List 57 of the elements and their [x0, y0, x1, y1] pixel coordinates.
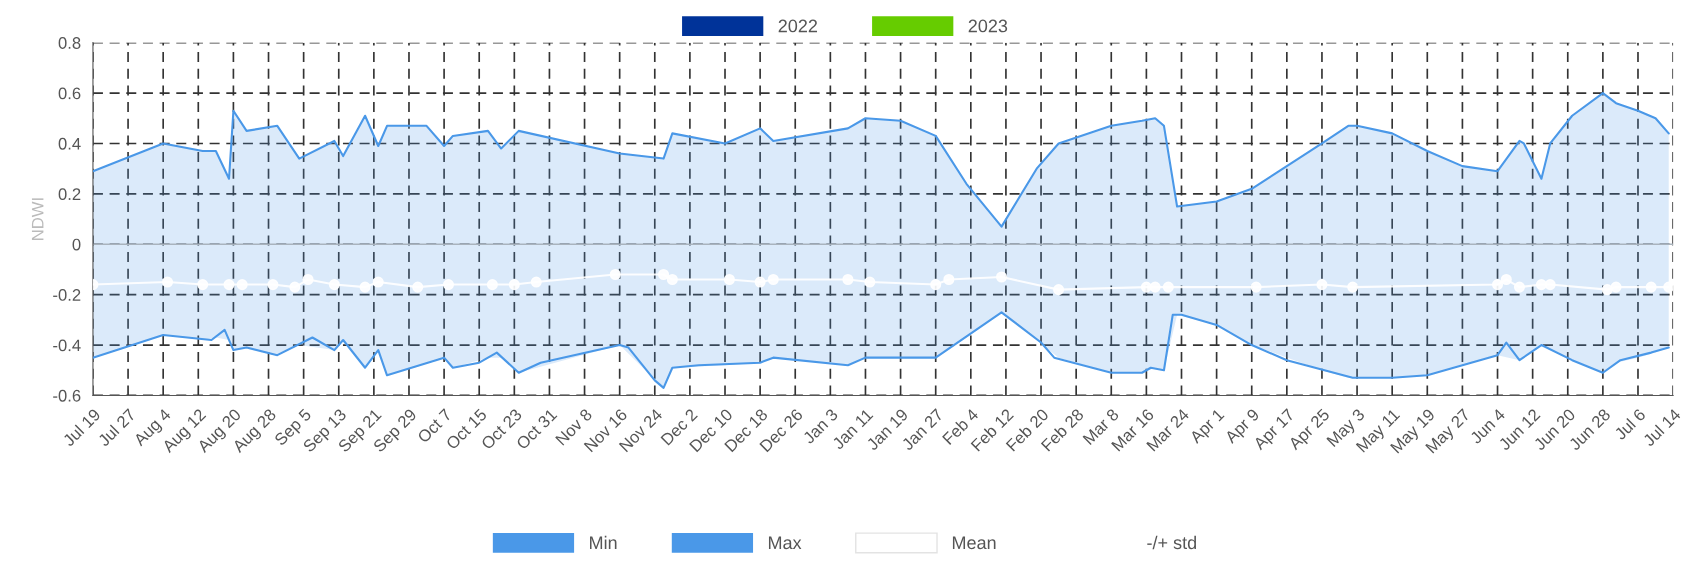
point	[412, 281, 424, 293]
point	[197, 279, 209, 291]
point	[328, 279, 340, 291]
point	[658, 268, 670, 281]
point	[530, 276, 542, 288]
y-tick-label: 0.6	[58, 87, 81, 100]
point	[1162, 281, 1174, 293]
point	[223, 279, 235, 291]
point	[1053, 284, 1065, 296]
point	[767, 273, 779, 286]
y-tick-label: 0.4	[58, 137, 81, 150]
legend-label: Max	[768, 536, 802, 550]
point	[995, 271, 1008, 283]
y-tick-label: 0	[72, 238, 81, 251]
point	[1663, 281, 1674, 293]
point	[486, 279, 498, 291]
point	[302, 273, 314, 286]
point	[754, 276, 766, 288]
point	[1347, 281, 1359, 293]
point	[359, 281, 371, 293]
point	[723, 273, 735, 286]
legend-label: 2022	[778, 19, 818, 33]
point	[1513, 281, 1526, 293]
y-tick-label: -0.6	[53, 389, 81, 402]
point	[943, 273, 955, 286]
point	[930, 279, 942, 291]
point	[842, 273, 854, 286]
point	[1250, 281, 1262, 293]
y-tick-label: 0.2	[58, 188, 81, 201]
legend-label: Min	[590, 535, 617, 549]
point	[289, 281, 301, 293]
point	[1491, 279, 1504, 291]
point	[1535, 279, 1547, 291]
y-tick-label: -0.4	[53, 339, 81, 352]
point	[508, 279, 520, 291]
point	[1601, 284, 1613, 296]
point	[267, 279, 279, 291]
point	[609, 268, 621, 281]
point	[1316, 279, 1328, 291]
point	[864, 276, 876, 288]
line-series	[92, 92, 1670, 228]
y-tick-label: 0.8	[58, 37, 81, 49]
text: -/+ std	[1147, 535, 1196, 550]
point	[236, 279, 248, 291]
legend-label: 2023	[968, 19, 1008, 33]
line-series	[92, 311, 1670, 389]
point	[1645, 281, 1657, 293]
legend-label: Mean	[952, 536, 996, 550]
point	[442, 279, 455, 291]
point	[1610, 281, 1622, 293]
point	[372, 276, 384, 288]
point	[162, 276, 174, 288]
point	[1500, 273, 1512, 286]
y-tick-label: -0.2	[53, 289, 81, 301]
y-axis-title: NDWI	[31, 198, 44, 240]
x-tick-label: Apr 1	[1188, 408, 1228, 447]
point	[666, 273, 678, 286]
